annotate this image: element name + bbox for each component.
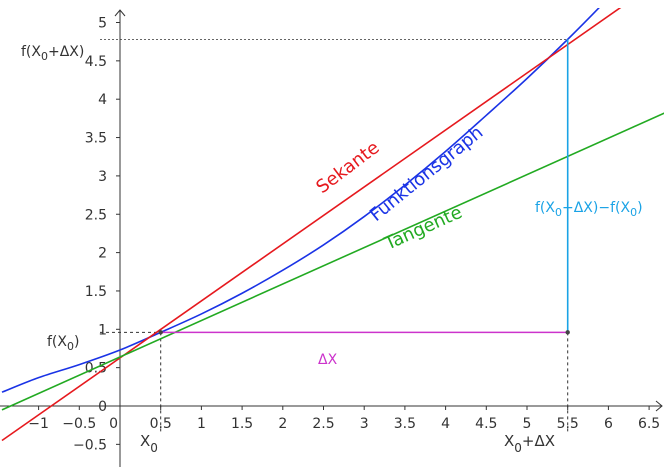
point-x1: [566, 330, 570, 334]
y-tick-label: 2: [98, 246, 107, 262]
delta-y-label: f(X0+ΔX)−f(X0): [535, 200, 643, 219]
x-tick-label: 6: [604, 416, 613, 432]
delta-x-label: ΔX: [318, 352, 338, 368]
x-tick-label: 5: [523, 416, 532, 432]
y-tick-label: 5: [98, 16, 107, 32]
y-tick-group: −0.500.511.522.533.544.55: [73, 16, 120, 454]
point-x0: [159, 330, 163, 334]
y-tick-label: 2.5: [85, 207, 107, 223]
x-tick-label: 0: [109, 416, 118, 432]
x-tick-label: −1: [28, 416, 49, 432]
x-tick-label: 4: [441, 416, 450, 432]
y-tick-label: −0.5: [73, 437, 107, 453]
secant-label: Sekante: [312, 137, 383, 198]
x-tick-label: 6.5: [638, 416, 660, 432]
x-tick-label: 3.5: [394, 416, 416, 432]
x-tick-label: 2: [278, 416, 287, 432]
y-tick-label: 0: [98, 399, 107, 415]
y-tick-label: 4: [98, 92, 107, 108]
x1-label: X0+ΔX: [504, 432, 555, 455]
y-tick-label: 1: [98, 322, 107, 338]
y-tick-label: 3: [98, 169, 107, 185]
y-tick-label: 3.5: [85, 131, 107, 147]
x-tick-label: 4.5: [475, 416, 497, 432]
fx1-label: f(X0+ΔX): [21, 44, 84, 63]
x-tick-label: 1: [197, 416, 206, 432]
x-tick-label: 3: [360, 416, 369, 432]
fx0-label: f(X0): [47, 334, 79, 353]
x-tick-label: 1.5: [231, 416, 253, 432]
x0-label: X0: [140, 432, 158, 455]
x-tick-label: 2.5: [312, 416, 334, 432]
guide-lines: [100, 39, 568, 434]
y-tick-label: 4.5: [85, 54, 107, 70]
y-tick-label: 1.5: [85, 284, 107, 300]
x-tick-label: −0.5: [62, 416, 96, 432]
x-tick-group: −1−0.500.511.522.533.544.555.566.57: [28, 406, 664, 432]
